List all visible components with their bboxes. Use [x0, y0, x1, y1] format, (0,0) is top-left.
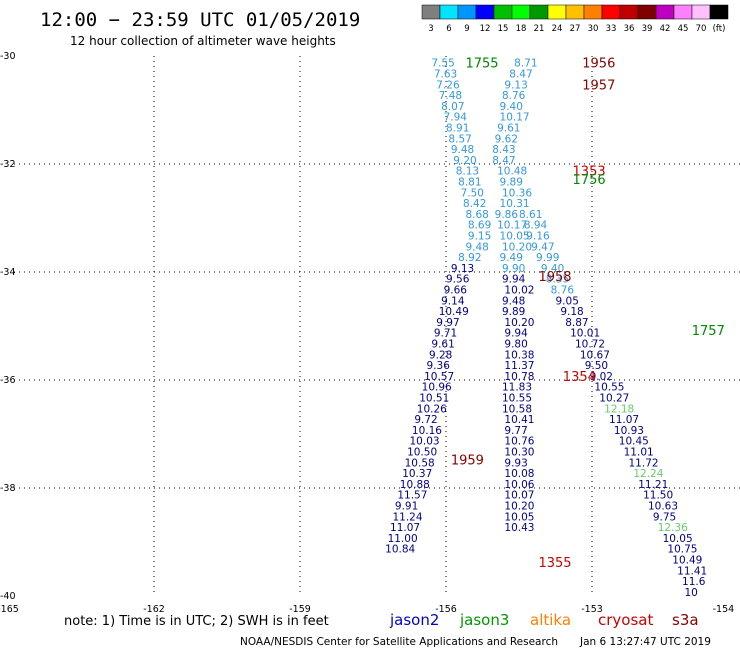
pass-time-label: 1958 — [538, 270, 571, 285]
colorbar-label: 27 — [570, 24, 581, 34]
colorbar-label: 30 — [588, 24, 599, 34]
colorbar-label: 36 — [624, 24, 635, 34]
legend-entry: cryosat — [598, 611, 653, 629]
pass-time-label: 1756 — [573, 173, 606, 188]
footer-credit: NOAA/NESDIS Center for Satellite Applica… — [240, 636, 558, 648]
pass-time-label: 1755 — [465, 57, 498, 72]
colorbar-label: 18 — [516, 24, 527, 34]
wave-height-value: 10.43 — [504, 522, 534, 534]
satellite-legend: jason2 jason3 altika cryosat s3a — [389, 611, 699, 629]
colorbar-swatch — [584, 5, 602, 19]
y-tick-label: -40 — [0, 591, 16, 602]
data-marks: 7.557.637.267.488.077.948.918.579.489.20… — [385, 57, 740, 599]
legend-entry: altika — [530, 611, 571, 629]
colorbar-label: 6 — [446, 24, 451, 34]
y-tick-label: -32 — [0, 159, 16, 170]
colorbar-swatch — [620, 5, 638, 19]
colorbar-swatch — [602, 5, 620, 19]
colorbar-label: (ft) — [713, 24, 726, 34]
y-tick-label: -36 — [0, 375, 16, 386]
colorbar: 3 6 9 12 15 18 21 24 27 30 33 36 39 42 45 70 (ft) — [422, 5, 728, 34]
colorbar-swatch — [422, 5, 440, 19]
wave-height-value: 10.84 — [385, 544, 415, 556]
colorbar-label: 3 — [428, 24, 433, 34]
colorbar-swatch — [656, 5, 674, 19]
colorbar-label: 70 — [696, 24, 707, 34]
y-tick-label: -34 — [0, 267, 16, 278]
colorbar-swatch — [692, 5, 710, 19]
colorbar-label: 39 — [642, 24, 653, 34]
colorbar-label: 9 — [464, 24, 469, 34]
grid-lines — [14, 56, 740, 596]
axis-tick-labels: -165-162-159-156-153-154-30-32-34-36-38-… — [0, 51, 734, 615]
colorbar-swatch — [512, 5, 530, 19]
pass-time-label: 1959 — [451, 454, 484, 469]
page-subtitle: 12 hour collection of altimeter wave hei… — [70, 34, 336, 48]
colorbar-swatch — [638, 5, 656, 19]
plot-canvas: 12:00 − 23:59 UTC 01/05/2019 12 hour col… — [0, 0, 740, 650]
colorbar-label: 15 — [498, 24, 509, 34]
pass-time-label: 1956 — [582, 57, 615, 72]
pass-time-label: 1757 — [692, 324, 725, 339]
colorbar-swatch — [548, 5, 566, 19]
x-tick-label: -165 — [0, 604, 19, 615]
colorbar-swatch — [674, 5, 692, 19]
colorbar-swatch — [458, 5, 476, 19]
page-title: 12:00 − 23:59 UTC 01/05/2019 — [40, 9, 360, 31]
pass-time-label: 1355 — [538, 556, 571, 571]
legend-entry: s3a — [672, 611, 699, 629]
colorbar-swatch — [710, 5, 728, 19]
colorbar-label: 33 — [606, 24, 617, 34]
legend-entry: jason2 — [389, 611, 439, 629]
footer-timestamp: Jan 6 13:27:47 UTC 2019 — [579, 636, 711, 648]
legend-entry: jason3 — [459, 611, 509, 629]
colorbar-swatch — [494, 5, 512, 19]
colorbar-label: 21 — [534, 24, 545, 34]
y-tick-label: -38 — [0, 483, 16, 494]
colorbar-label: 12 — [480, 24, 491, 34]
colorbar-label: 45 — [678, 24, 689, 34]
colorbar-label: 24 — [552, 24, 563, 34]
colorbar-swatch — [476, 5, 494, 19]
colorbar-label: 42 — [660, 24, 671, 34]
x-tick-label: -154 — [713, 604, 735, 615]
pass-time-label: 1354 — [563, 370, 596, 385]
pass-time-label: 1957 — [582, 78, 615, 93]
footer-note: note: 1) Time is in UTC; 2) SWH is in fe… — [64, 614, 329, 629]
y-tick-label: -30 — [0, 51, 16, 62]
colorbar-swatch — [530, 5, 548, 19]
wave-height-value: 10 — [684, 587, 697, 599]
colorbar-swatch — [566, 5, 584, 19]
colorbar-swatch — [440, 5, 458, 19]
altimeter-map: 12:00 − 23:59 UTC 01/05/2019 12 hour col… — [0, 0, 740, 650]
